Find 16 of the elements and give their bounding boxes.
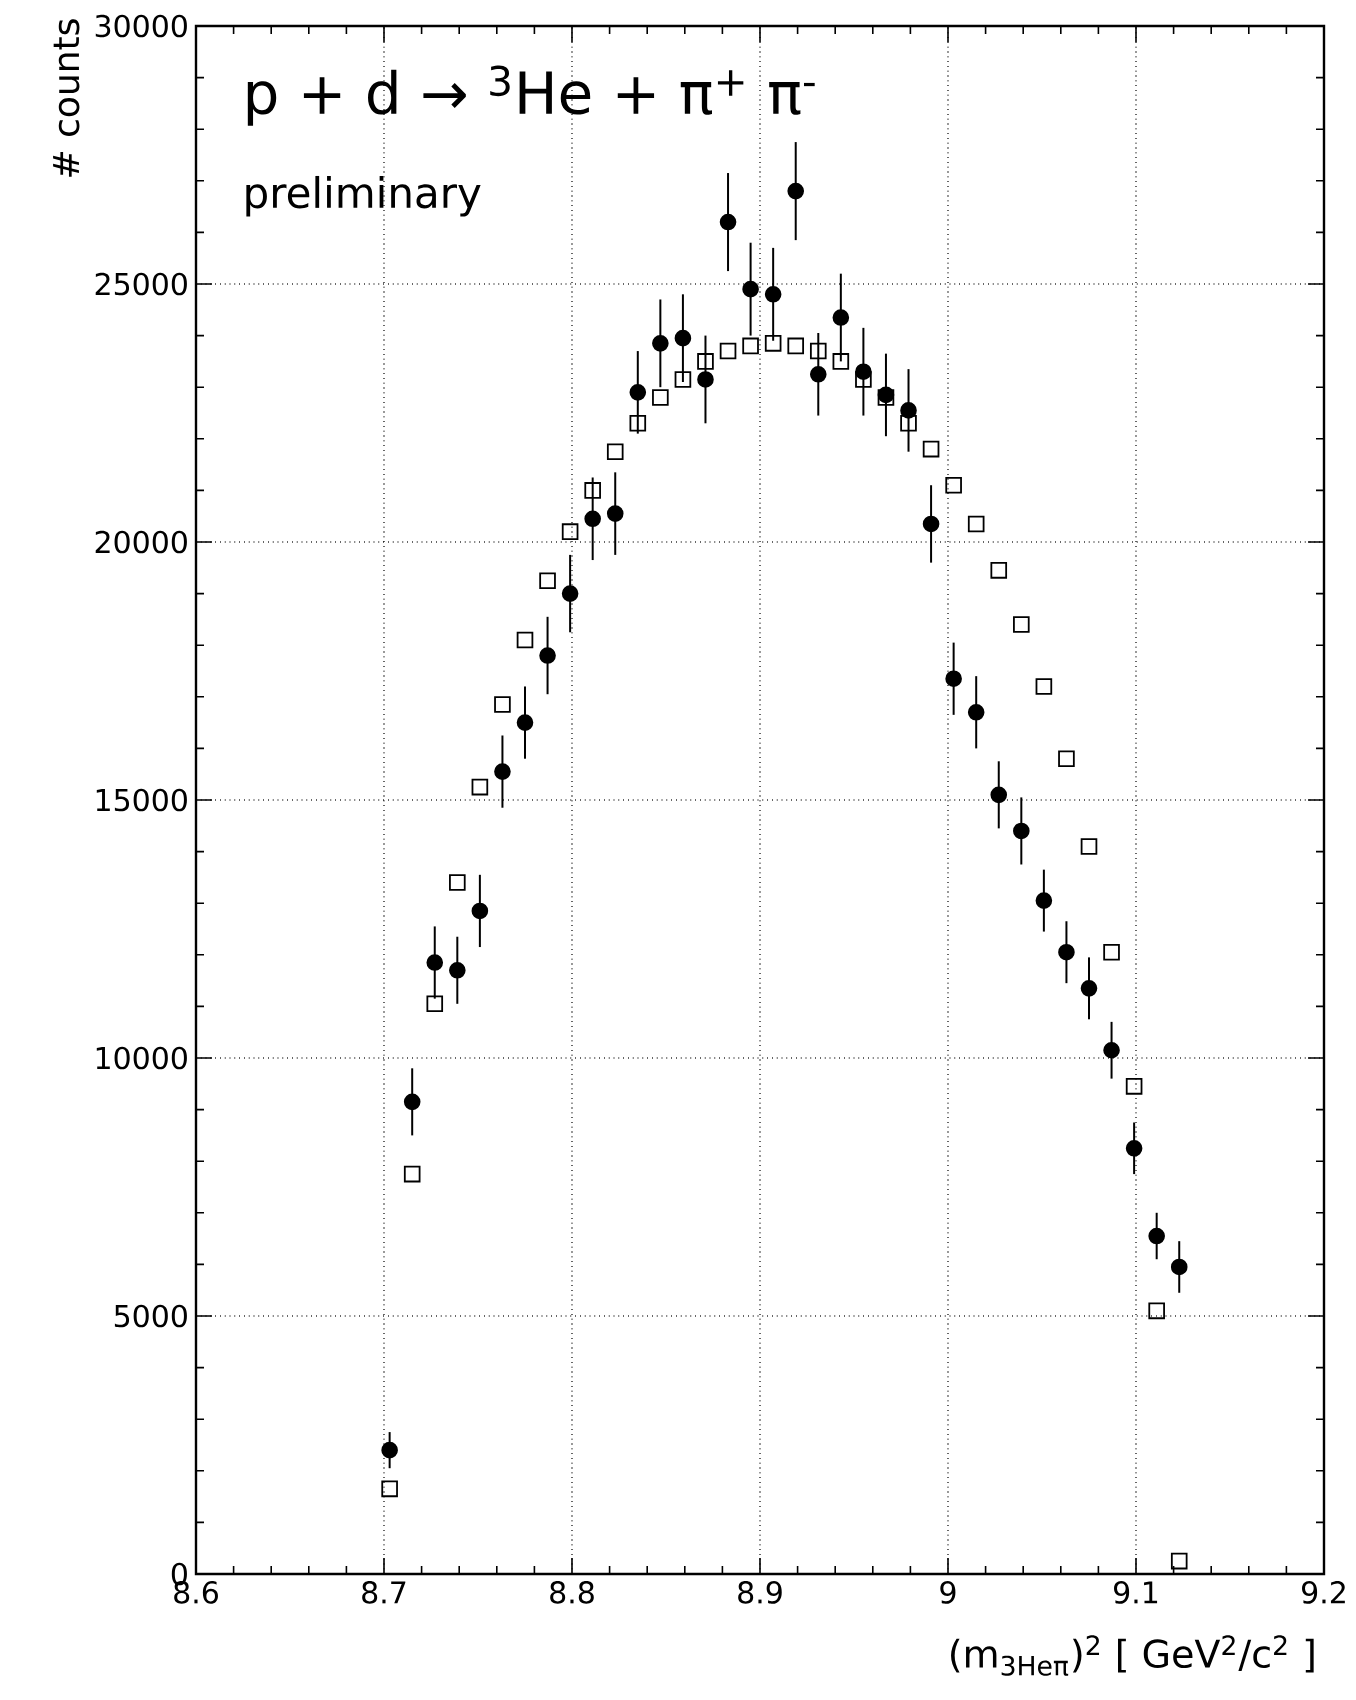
x-tick-label: 8.9 [738,1581,782,1604]
y-tick-label: 20000 [95,530,187,554]
annotation: p + d → $^{3}$He + π$^{+}$ π$^{-}$ [247,65,815,126]
x-tick-label: 9.2 [1302,1581,1345,1604]
x-tick-label: 8.8 [550,1581,594,1604]
y-tick-label: 25000 [95,272,187,296]
text: (m$_{3Heπ}$)$^{2}$ [ GeV$^{2}$/c$^{2}$ ] [951,1635,1314,1676]
y-tick-label: 15000 [96,788,187,812]
annotation: preliminary [246,175,481,217]
x-tick-label: 8.7 [362,1581,406,1604]
y-tick-label: 5000 [114,1304,187,1328]
y-tick-label: 10000 [96,1046,187,1070]
x-tick-label: 9 [940,1581,956,1604]
y-axis-title: # counts [53,19,80,177]
x-tick-label: 9.1 [1114,1581,1158,1604]
y-tick-label: 30000 [95,14,187,38]
